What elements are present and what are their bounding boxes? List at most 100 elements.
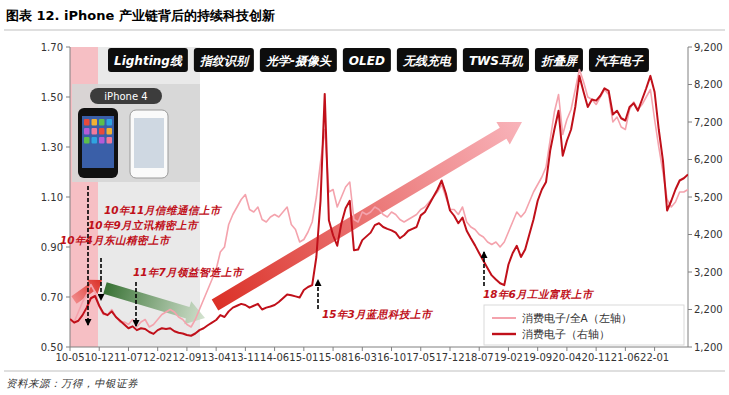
legend-box bbox=[484, 305, 684, 345]
banner-text: 指纹识别 bbox=[200, 54, 250, 68]
banner-box bbox=[194, 48, 254, 72]
y-tick-label: 1.70 bbox=[41, 42, 63, 53]
phone-icon bbox=[92, 137, 98, 144]
banner-text: 汽车电子 bbox=[594, 54, 644, 68]
y2-tick-label: 4,200 bbox=[694, 229, 723, 240]
banner-box bbox=[535, 48, 583, 72]
banner: 指纹识别 bbox=[194, 48, 254, 72]
iphone-picture: iPhone 4 bbox=[72, 84, 200, 182]
series-line bbox=[70, 70, 688, 328]
x-tick bbox=[508, 347, 509, 351]
y2-tick bbox=[688, 309, 692, 310]
series-line bbox=[70, 76, 688, 336]
x-tick bbox=[70, 347, 71, 351]
series-group bbox=[70, 70, 688, 336]
x-tick-label: 16-10 bbox=[377, 352, 406, 363]
y2-tick-label: 8,200 bbox=[694, 79, 723, 90]
legend: 消费电子/全A（左轴） 消费电子（右轴） bbox=[484, 305, 684, 345]
source: 资料来源：万得，中银证券 bbox=[6, 377, 138, 389]
x-tick bbox=[362, 347, 363, 351]
x-tick-label: 17-05 bbox=[406, 352, 435, 363]
legend-label: 消费电子（右轴） bbox=[522, 328, 610, 340]
x-tick-label: 14-06 bbox=[260, 352, 289, 363]
picture-frame bbox=[72, 84, 200, 182]
x-tick-label: 12-09 bbox=[172, 352, 201, 363]
phone-icon bbox=[99, 119, 105, 126]
y2-tick-label: 9,200 bbox=[694, 42, 723, 53]
banner-box bbox=[343, 48, 391, 72]
legend-label: 消费电子/全A（左轴） bbox=[522, 312, 632, 324]
x-tick-label: 13-11 bbox=[231, 352, 260, 363]
x-tick bbox=[449, 347, 450, 351]
title-rule bbox=[4, 30, 725, 31]
y-tick bbox=[66, 97, 70, 98]
trend-arrow bbox=[103, 282, 205, 324]
x-tick-label: 15-08 bbox=[319, 352, 348, 363]
x-tick-label: 19-02 bbox=[494, 352, 523, 363]
legend-swatch bbox=[492, 317, 516, 319]
x-tick-label: 15-01 bbox=[289, 352, 318, 363]
y-tick bbox=[66, 297, 70, 298]
y-tick-label: 0.70 bbox=[41, 292, 63, 303]
y2-tick bbox=[688, 234, 692, 235]
y2-tick bbox=[688, 197, 692, 198]
y2-tick bbox=[688, 84, 692, 85]
y-tick-label: 1.50 bbox=[41, 92, 63, 103]
annotation: 15年3月蓝思科技上市 bbox=[322, 308, 434, 320]
y-tick bbox=[66, 47, 70, 48]
phone-icon bbox=[84, 128, 90, 135]
x-tick-label: 11-07 bbox=[114, 352, 143, 363]
phone-icon bbox=[84, 137, 90, 144]
y2-tick-label: 5,200 bbox=[694, 192, 723, 203]
x-tick bbox=[654, 347, 655, 351]
y2-tick bbox=[688, 159, 692, 160]
x-tick-label: 20-04 bbox=[552, 352, 581, 363]
x-tick-label: 19-09 bbox=[523, 352, 552, 363]
annotation-arrow bbox=[87, 186, 89, 325]
x-tick-label: 12-02 bbox=[143, 352, 172, 363]
y-tick bbox=[66, 247, 70, 248]
title: 图表 12. iPhone 产业链背后的持续科技创新 bbox=[6, 8, 275, 23]
banner: 无线充电 bbox=[397, 48, 457, 72]
phone-screen bbox=[82, 116, 114, 168]
banner-text: Lighting线 bbox=[114, 54, 183, 68]
annotation-arrow bbox=[483, 252, 485, 286]
y2-tick bbox=[688, 272, 692, 273]
x-tick bbox=[625, 347, 626, 351]
y-tick bbox=[66, 147, 70, 148]
x-tick bbox=[596, 347, 597, 351]
y2-tick bbox=[688, 47, 692, 48]
phone-icon bbox=[92, 128, 98, 135]
banner-text: 光学-摄像头 bbox=[265, 54, 332, 68]
y-tick-label: 0.50 bbox=[41, 342, 63, 353]
banner-text: OLED bbox=[349, 54, 385, 68]
banner-text: 折叠屏 bbox=[540, 54, 579, 68]
x-tick-label: 10-12 bbox=[85, 352, 114, 363]
banner-text: TWS耳机 bbox=[469, 54, 524, 68]
chart-root: 图表 12. iPhone 产业链背后的持续科技创新 iPhone 4 Lighti… bbox=[0, 0, 729, 395]
x-tick-label: 16-03 bbox=[348, 352, 377, 363]
banner-box bbox=[108, 48, 188, 72]
y-tick bbox=[66, 347, 70, 348]
source-rule bbox=[4, 371, 725, 372]
banner-box bbox=[463, 48, 529, 72]
y2-tick-label: 2,200 bbox=[694, 304, 723, 315]
x-tick bbox=[303, 347, 304, 351]
annotation: 10年11月信维通信上市 bbox=[104, 204, 223, 216]
banner: 光学-摄像头 bbox=[260, 48, 337, 72]
x-tick-label: 22-01 bbox=[640, 352, 669, 363]
x-tick bbox=[537, 347, 538, 351]
x-tick bbox=[420, 347, 421, 351]
x-tick bbox=[274, 347, 275, 351]
legend-swatch bbox=[492, 333, 516, 335]
x-tick bbox=[128, 347, 129, 351]
x-tick bbox=[157, 347, 158, 351]
phone-icon bbox=[84, 119, 90, 126]
annotation: 18年6月工业富联上市 bbox=[483, 288, 595, 300]
x-tick bbox=[216, 347, 217, 351]
y2-tick-label: 6,200 bbox=[694, 154, 723, 165]
y-tick-label: 1.30 bbox=[41, 142, 63, 153]
banner-text: 无线充电 bbox=[402, 54, 452, 68]
banner-box bbox=[397, 48, 457, 72]
x-tick bbox=[186, 347, 187, 351]
